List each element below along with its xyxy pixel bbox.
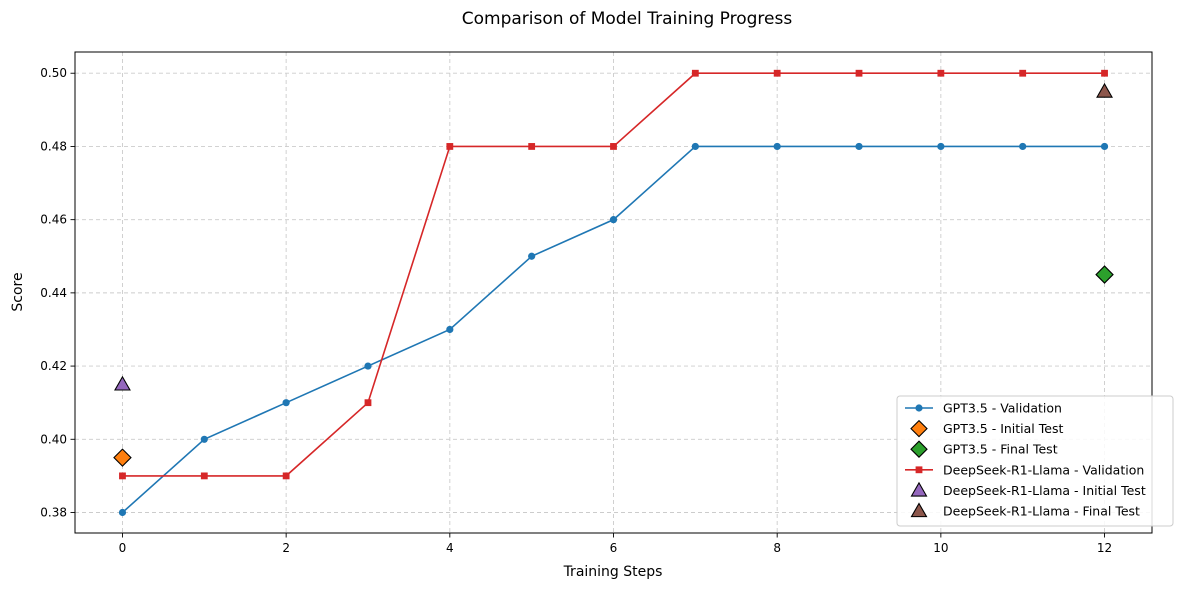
legend-label: DeepSeek-R1-Llama - Initial Test	[943, 483, 1146, 498]
x-tick-label: 8	[773, 541, 781, 555]
x-tick-label: 2	[282, 541, 290, 555]
data-point	[773, 142, 781, 151]
legend-entry: GPT3.5 - Validation	[905, 401, 1062, 416]
legend-entry: GPT3.5 - Final Test	[910, 440, 1058, 458]
data-point	[773, 69, 781, 77]
legend-entry: DeepSeek-R1-Llama - Final Test	[910, 502, 1140, 519]
y-tick-label: 0.38	[40, 506, 67, 520]
legend-label: GPT3.5 - Validation	[943, 401, 1062, 416]
series-2	[1095, 265, 1114, 284]
legend-marker	[910, 440, 928, 458]
data-point	[200, 435, 208, 443]
data-point	[1019, 69, 1027, 77]
data-point	[691, 69, 699, 77]
series-1	[113, 448, 132, 467]
data-point	[1100, 142, 1109, 151]
data-point	[691, 142, 699, 151]
legend-entry: GPT3.5 - Initial Test	[910, 419, 1063, 438]
data-point	[528, 252, 536, 260]
data-point	[282, 399, 290, 407]
x-tick-label: 6	[610, 541, 618, 555]
data-point	[113, 448, 132, 467]
data-point	[446, 325, 454, 334]
legend-entry: DeepSeek-R1-Llama - Initial Test	[910, 481, 1146, 498]
axis-ticks: 0 2 4 6 8 10 12 0.38 0.40 0.42 0.44 0.46 0.48 0.50	[40, 66, 1112, 555]
data-point	[200, 472, 208, 480]
data-point	[446, 143, 454, 150]
y-axis-title: Score	[10, 272, 26, 311]
data-point	[609, 216, 618, 224]
data-point	[937, 142, 945, 151]
legend-label: GPT3.5 - Initial Test	[943, 421, 1063, 436]
legend-marker	[915, 466, 923, 474]
y-tick-label: 0.40	[40, 432, 67, 446]
legend-box	[896, 395, 1174, 527]
series-5	[1096, 82, 1113, 98]
legend-entry: DeepSeek-R1-Llama - Validation	[905, 462, 1144, 477]
legend: GPT3.5 - Validation GPT3.5 - Initial Test…	[896, 395, 1174, 527]
data-point	[937, 69, 945, 77]
data-point	[364, 362, 372, 370]
data-point	[528, 143, 536, 150]
data-point	[1096, 82, 1113, 98]
data-point	[118, 508, 127, 517]
data-point	[855, 142, 863, 151]
series-0	[118, 142, 1109, 517]
data-point	[610, 143, 617, 150]
series-3	[119, 69, 1108, 480]
data-point	[1095, 265, 1114, 284]
data-point	[114, 375, 131, 391]
legend-label: DeepSeek-R1-Llama - Validation	[943, 462, 1144, 477]
y-tick-label: 0.46	[40, 213, 67, 227]
data-point	[1019, 142, 1027, 151]
y-tick-label: 0.42	[40, 359, 67, 373]
chart-title: Comparison of Model Training Progress	[462, 9, 793, 29]
data-point	[364, 399, 372, 407]
series-4	[114, 375, 131, 391]
x-tick-label: 10	[933, 541, 948, 555]
y-tick-label: 0.48	[40, 139, 67, 153]
legend-marker	[910, 502, 928, 518]
data-point	[119, 472, 126, 480]
legend-label: DeepSeek-R1-Llama - Final Test	[943, 504, 1140, 519]
x-tick-label: 4	[446, 541, 454, 555]
plot-series	[113, 69, 1114, 517]
y-tick-label: 0.44	[40, 286, 67, 300]
legend-marker	[910, 481, 928, 497]
x-tick-label: 12	[1097, 541, 1112, 555]
data-point	[855, 69, 863, 77]
y-tick-label: 0.50	[40, 66, 67, 80]
data-point	[282, 472, 290, 480]
legend-marker	[915, 404, 923, 412]
legend-label: GPT3.5 - Final Test	[943, 442, 1058, 457]
data-point	[1101, 69, 1108, 77]
x-axis-title: Training Steps	[563, 564, 663, 580]
legend-marker	[910, 419, 928, 438]
x-tick-label: 0	[119, 541, 127, 555]
